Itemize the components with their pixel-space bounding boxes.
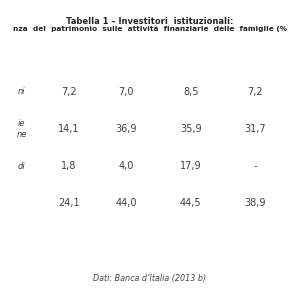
Text: AREA
EURO: AREA EURO [242,45,268,64]
Text: 35,9: 35,9 [180,124,202,134]
Text: 4,0: 4,0 [119,161,134,171]
Bar [40,36,98,73]
Text: GERMANIA: GERMANIA [164,50,217,59]
Bar [155,148,226,185]
Bar [226,148,284,185]
Text: Tabella 1 – Investitori  istituzionali:: Tabella 1 – Investitori istituzionali: [66,16,234,26]
Bar [155,36,226,73]
Bar [40,148,98,185]
Text: 14,1: 14,1 [58,124,80,134]
Bar [3,36,40,73]
Text: 17,9: 17,9 [180,161,202,171]
Text: 24,1: 24,1 [58,198,80,208]
Text: ie
ne: ie ne [16,119,27,139]
Text: nza  del  patrimonio  sulle  attività  finanziarie  delle  famiglie (%: nza del patrimonio sulle attività finanz… [13,26,287,32]
Text: 7,0: 7,0 [118,87,134,97]
Text: -: - [253,161,257,171]
Text: ni: ni [18,87,25,96]
Bar [98,148,155,185]
Bar [226,36,284,73]
Text: FRANCIA: FRANCIA [105,50,148,59]
Bar [98,73,155,110]
Bar [226,185,284,222]
Text: 8,5: 8,5 [183,87,198,97]
Bar [3,148,40,185]
Bar [155,185,226,222]
Bar [98,36,155,73]
Text: di: di [18,162,25,171]
Text: 44,0: 44,0 [116,198,137,208]
Text: Dati: Banca d’Italia (2013 b): Dati: Banca d’Italia (2013 b) [93,274,207,284]
Bar [3,73,40,110]
Text: 31,7: 31,7 [244,124,266,134]
Bar [98,185,155,222]
Bar [40,185,98,222]
Bar [3,110,40,148]
Text: 7,2: 7,2 [61,87,76,97]
Bar [98,110,155,148]
Text: 1,8: 1,8 [61,161,76,171]
Bar [3,185,40,222]
Text: 38,9: 38,9 [244,198,266,208]
Bar [226,73,284,110]
Text: ITALIA: ITALIA [53,50,84,59]
Bar [226,110,284,148]
Text: 44,5: 44,5 [180,198,202,208]
Bar [40,73,98,110]
Bar [155,73,226,110]
Text: 7,2: 7,2 [247,87,263,97]
Text: 36,9: 36,9 [116,124,137,134]
Bar [40,110,98,148]
Bar [155,110,226,148]
